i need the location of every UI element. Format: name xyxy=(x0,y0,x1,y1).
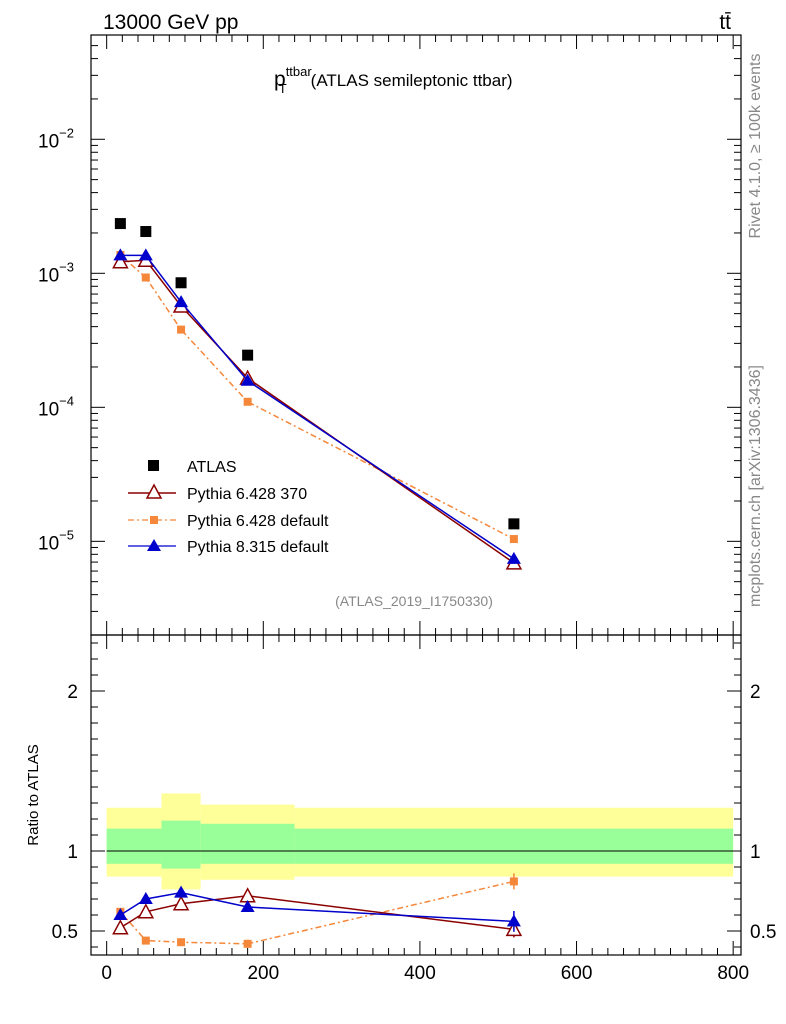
main-y-tick-label: 10−4 xyxy=(38,393,74,420)
main-point xyxy=(243,397,252,406)
main-series-0 xyxy=(114,218,520,530)
main-point xyxy=(114,218,126,230)
main-point xyxy=(177,325,186,334)
ratio-point xyxy=(239,887,256,903)
legend-entry-py6-370: Pythia 6.428 370 xyxy=(128,483,307,503)
ratio-point xyxy=(240,900,255,912)
main-point xyxy=(140,226,152,238)
ratio-point xyxy=(177,938,186,947)
ratio-point xyxy=(113,908,128,920)
mcplots-text: mcplots.cern.ch [arXiv:1306.3436] xyxy=(747,365,764,607)
ratio-point xyxy=(138,892,153,904)
ratio-band-green xyxy=(106,828,162,864)
main-point xyxy=(506,551,521,564)
ratio-y-tick-labels: 0.5 0.5 1 1 2 2 xyxy=(52,682,777,943)
ratio-x-tick-label: 800 xyxy=(717,963,749,984)
analysis-id-watermark: (ATLAS_2019_I1750330) xyxy=(335,593,493,609)
ratio-band-green xyxy=(200,823,295,864)
legend-marker-py6-default xyxy=(150,516,158,524)
main-x-ticks xyxy=(106,35,734,635)
ratio-point xyxy=(141,936,150,945)
ratio-series-2 xyxy=(113,885,521,932)
ratio-x-tick-label: 200 xyxy=(247,963,279,984)
main-series xyxy=(112,218,523,570)
legend-label-py6-default: Pythia 6.428 default xyxy=(187,513,329,530)
ratio-y-tick-label-left: 1 xyxy=(67,842,78,863)
ratio-point xyxy=(509,877,518,886)
ratio-point xyxy=(137,903,155,919)
ratio-y-tick-label-right: 1 xyxy=(750,842,761,863)
main-panel: pttbar T (ATLAS semileptonic ttbar) (ATLAS… xyxy=(38,34,742,636)
main-y-tick-label: 10−3 xyxy=(38,259,74,286)
legend: ATLAS Pythia 6.428 370 Pythia 6.428 defa… xyxy=(128,459,329,556)
main-y-tick-label: 10−5 xyxy=(38,527,74,554)
legend-marker-atlas xyxy=(148,460,159,471)
legend-label-py6-370: Pythia 6.428 370 xyxy=(187,486,307,503)
ratio-series-0 xyxy=(112,887,523,938)
ratio-y-tick-label-left: 2 xyxy=(67,682,78,703)
main-point xyxy=(508,518,520,530)
ratio-x-tick-label: 0 xyxy=(101,963,112,984)
main-title: pttbar T (ATLAS semileptonic ttbar) xyxy=(274,64,513,96)
title-superscript: ttbar xyxy=(286,64,313,79)
main-y-ticks xyxy=(91,34,741,636)
ratio-point xyxy=(174,885,189,898)
main-line-2 xyxy=(119,254,515,540)
ratio-y-tick-label-left: 0.5 xyxy=(52,922,78,943)
main-y-tick-label: 10−2 xyxy=(38,125,74,152)
ratio-point xyxy=(506,914,521,927)
header-left: 13000 GeV pp xyxy=(103,11,238,34)
main-point xyxy=(175,277,187,289)
title-subscript: T xyxy=(279,81,287,96)
ratio-y-axis-label: Ratio to ATLAS xyxy=(25,744,42,845)
main-point xyxy=(509,535,518,544)
main-point xyxy=(242,349,254,361)
rivet-version-text: Rivet 4.1.0, ≥ 100k events xyxy=(747,54,764,239)
legend-entry-py8-default: Pythia 8.315 default xyxy=(128,539,329,556)
ratio-point xyxy=(172,895,190,911)
main-series-2 xyxy=(116,250,518,544)
legend-entry-atlas: ATLAS xyxy=(148,459,237,476)
ratio-uncertainty-bands xyxy=(106,793,734,890)
legend-marker-py6-370 xyxy=(145,483,163,499)
main-point xyxy=(113,248,128,261)
main-point xyxy=(138,248,153,261)
legend-marker-py8-default xyxy=(147,539,161,551)
ratio-band-green xyxy=(294,828,734,864)
main-y-tick-labels: 10−2 10−3 10−4 10−5 xyxy=(38,125,74,554)
title-description: (ATLAS semileptonic ttbar) xyxy=(311,71,513,90)
legend-label-py8-default: Pythia 8.315 default xyxy=(187,539,329,556)
main-point xyxy=(240,373,255,386)
ratio-series xyxy=(112,873,523,948)
ratio-band-green xyxy=(161,820,201,869)
legend-label-atlas: ATLAS xyxy=(187,459,237,476)
title-p: p xyxy=(274,68,286,91)
main-point xyxy=(112,253,129,269)
ratio-frame xyxy=(90,634,742,956)
main-series-3 xyxy=(113,248,521,564)
ratio-y-tick-label-right: 2 xyxy=(750,682,761,703)
ratio-point xyxy=(112,919,129,935)
main-point xyxy=(174,295,189,308)
main-point xyxy=(141,273,150,282)
legend-entry-py6-default: Pythia 6.428 default xyxy=(128,513,329,530)
ratio-point xyxy=(243,939,252,948)
header-right: tt̄ xyxy=(719,11,731,34)
ratio-x-tick-label: 400 xyxy=(404,963,436,984)
ratio-ticks xyxy=(91,635,741,955)
ratio-y-tick-label-right: 0.5 xyxy=(750,922,776,943)
ratio-panel: 0.5 0.5 1 1 2 2 0 200 400 600 800 Ratio to ATLAS xyxy=(25,634,777,984)
ratio-x-tick-labels: 0 200 400 600 800 xyxy=(101,963,749,984)
ratio-x-tick-label: 600 xyxy=(561,963,593,984)
